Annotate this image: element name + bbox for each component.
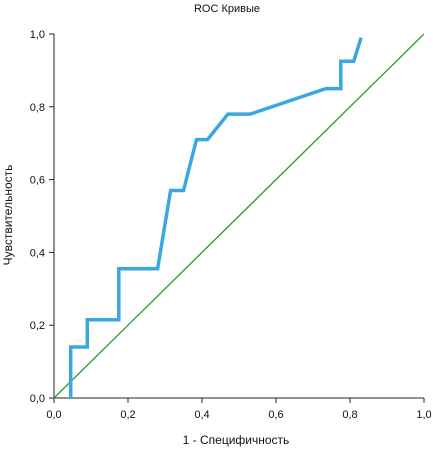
x-tick-label: 0,0	[46, 409, 61, 421]
y-tick-label: 0,0	[30, 393, 45, 405]
x-tick-label: 0,8	[342, 409, 357, 421]
y-tick-label: 1,0	[30, 29, 45, 41]
y-tick-label: 0,6	[30, 175, 45, 187]
reference-diagonal	[53, 33, 425, 399]
roc-curve	[68, 37, 363, 398]
x-axis-title: 1 - Специфичность	[183, 433, 290, 447]
x-tick-label: 0,6	[268, 409, 283, 421]
y-tick-label: 0,4	[30, 247, 45, 259]
y-tick-label: 0,8	[30, 102, 45, 114]
x-tick-label: 0,4	[194, 409, 209, 421]
x-tick-label: 1,0	[416, 409, 431, 421]
x-tick-label: 0,2	[120, 409, 135, 421]
chart-title: ROC Кривые	[194, 3, 260, 15]
plot-area: 0,0 0,2 0,4 0,6 0,8 1,0 0,0 0,2 0,4 0,6 0,8 1,0	[30, 29, 432, 421]
y-tick-label: 0,2	[30, 320, 45, 332]
y-axis-title: Чувствительность	[1, 165, 15, 266]
